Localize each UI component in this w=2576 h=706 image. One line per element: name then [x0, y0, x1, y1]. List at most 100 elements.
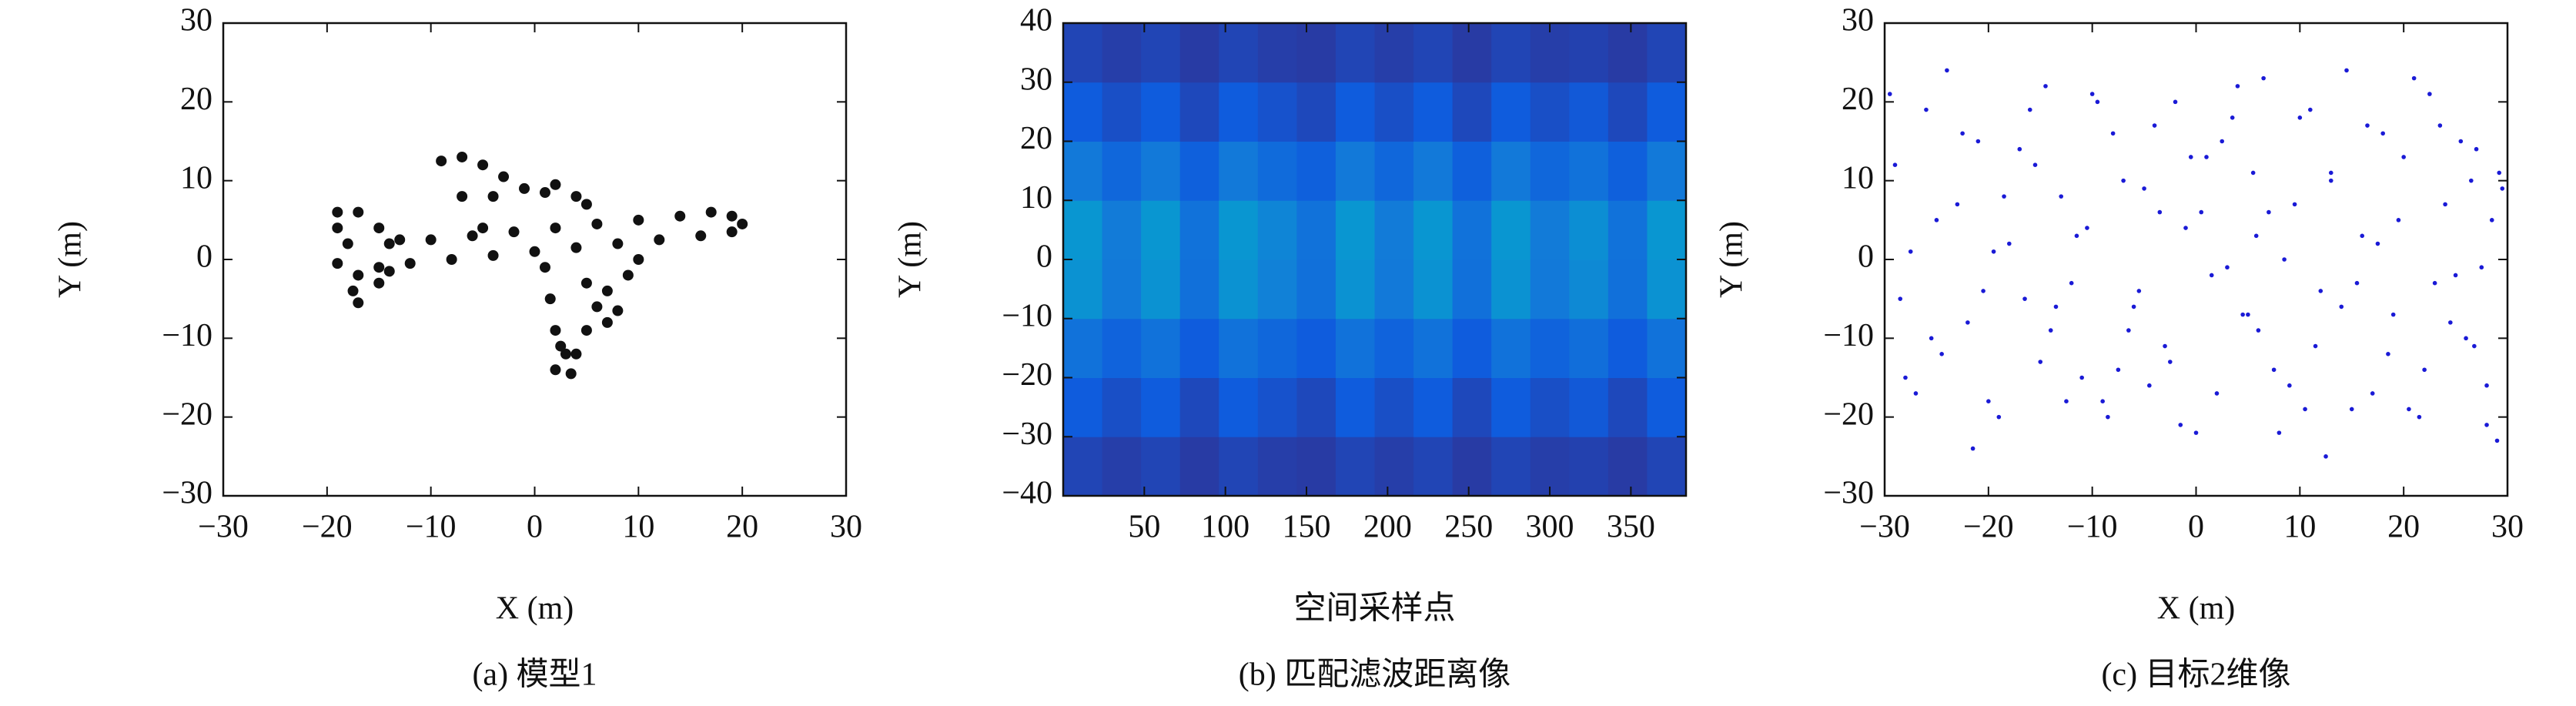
point	[570, 242, 582, 253]
heat-cell	[1569, 141, 1609, 201]
heat-cell	[1335, 141, 1375, 201]
heat-cell	[1296, 318, 1337, 378]
point	[2246, 312, 2250, 317]
point	[2323, 454, 2328, 459]
heat-cell	[1491, 23, 1531, 83]
point	[2370, 391, 2375, 396]
heat-cell	[1569, 437, 1609, 496]
point	[2253, 233, 2259, 239]
point	[550, 223, 561, 234]
point	[570, 348, 582, 360]
point	[2240, 312, 2245, 317]
x-axis-label: 空间采样点	[1293, 591, 1455, 627]
heat-cell	[1647, 82, 1686, 142]
point	[1924, 107, 1929, 112]
point	[1960, 131, 1965, 136]
point	[2131, 304, 2136, 310]
heat-cell	[1647, 259, 1686, 320]
y-tick-label: 40	[1020, 3, 1052, 38]
x-tick-label: −10	[2067, 510, 2118, 545]
point	[373, 262, 385, 273]
point	[550, 325, 561, 336]
point	[1892, 162, 1898, 167]
heat-cell	[1413, 318, 1454, 378]
heat-cell	[1179, 437, 1219, 496]
point	[2303, 407, 2307, 412]
point	[2427, 92, 2432, 96]
point	[705, 206, 717, 218]
point	[2147, 383, 2152, 388]
point	[1945, 68, 1949, 73]
heat-cell	[1374, 23, 1414, 83]
point	[1934, 218, 1939, 223]
y-tick-label: −30	[1823, 476, 1874, 511]
heat-cell	[1530, 82, 1570, 142]
caption: (c) 目标2维像	[2101, 657, 2290, 693]
point	[519, 182, 530, 194]
point	[2225, 265, 2230, 270]
heat-cell	[1179, 82, 1219, 142]
heat-cell	[1647, 318, 1686, 378]
point	[332, 206, 343, 218]
point	[394, 234, 406, 246]
point	[1929, 336, 1934, 341]
heat-cell	[1569, 82, 1609, 142]
point	[2167, 360, 2173, 364]
x-tick-label: 50	[1128, 510, 1160, 545]
x-tick-label: 0	[527, 510, 543, 545]
point	[487, 191, 499, 202]
point	[550, 364, 561, 376]
point	[612, 305, 624, 316]
point	[2038, 360, 2043, 364]
heat-cell	[1607, 377, 1648, 437]
y-tick-label: −10	[162, 318, 212, 353]
heat-cell	[1296, 259, 1337, 320]
heat-cell	[1219, 82, 1259, 142]
y-tick-label: −20	[162, 396, 212, 432]
point	[2085, 226, 2089, 230]
heat-cell	[1569, 200, 1609, 260]
heat-cell	[1335, 377, 1375, 437]
point	[2375, 241, 2380, 246]
point	[2390, 312, 2396, 317]
point	[2007, 241, 2012, 246]
caption: (a) 模型1	[472, 657, 597, 693]
point	[2110, 131, 2116, 136]
point	[1981, 289, 1986, 293]
point	[2121, 178, 2126, 183]
heat-cell	[1569, 259, 1609, 320]
y-tick-label: 0	[196, 239, 212, 275]
heat-cell	[1219, 437, 1259, 496]
point	[2354, 280, 2360, 286]
heat-cell	[1102, 318, 1142, 378]
heat-cell	[1219, 141, 1259, 201]
point	[2178, 423, 2183, 427]
point	[1975, 139, 1981, 144]
heat-cell	[1374, 200, 1414, 260]
heat-cell	[1063, 200, 1103, 260]
heat-cell	[1141, 259, 1181, 320]
heat-cell	[1452, 141, 1492, 201]
point	[2339, 304, 2344, 310]
heat-cell	[1257, 200, 1297, 260]
panel: −30 −20 −10 0 10 20 30 −30 −20 −10 0 10 20 30 X (m) Y (…	[1715, 3, 2524, 693]
point	[2500, 186, 2505, 191]
heat-cell	[1219, 259, 1259, 320]
heat-cell	[1335, 318, 1375, 378]
point	[2261, 75, 2266, 81]
point	[2453, 273, 2458, 278]
point	[2214, 391, 2220, 396]
point	[1986, 399, 1991, 403]
heat-cell	[1452, 437, 1492, 496]
heat-cell	[1141, 200, 1181, 260]
heat-cell	[1296, 200, 1337, 260]
heat-cell	[1335, 23, 1375, 83]
heat-cell	[1491, 318, 1531, 378]
heat-cell	[1491, 437, 1531, 496]
point	[2308, 107, 2313, 112]
point	[2126, 328, 2131, 333]
point	[2458, 139, 2464, 144]
point	[726, 210, 738, 222]
x-axis-label: X (m)	[2157, 591, 2235, 627]
heat-cell	[1102, 259, 1142, 320]
